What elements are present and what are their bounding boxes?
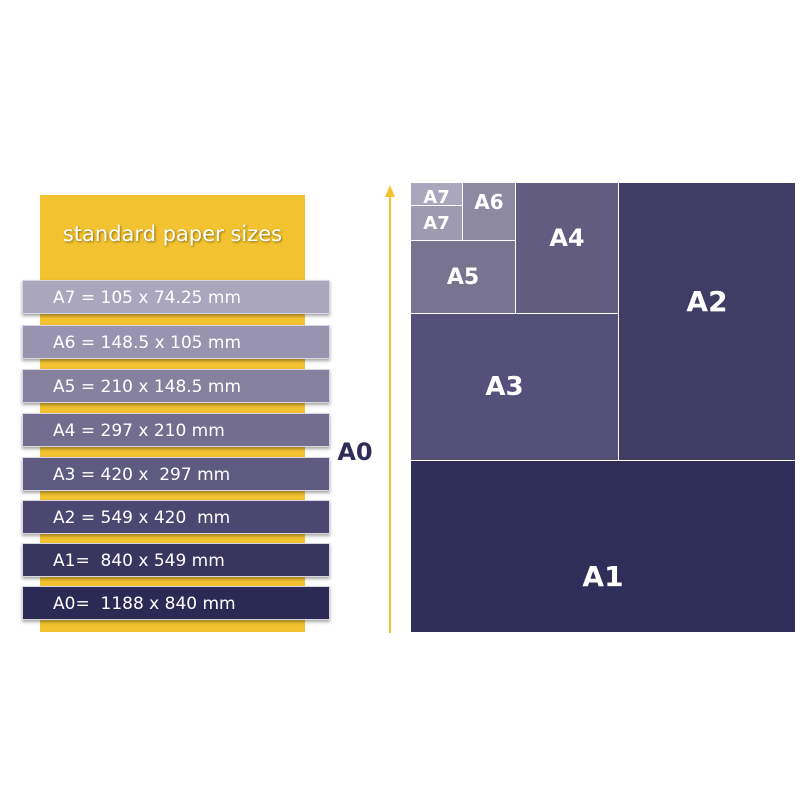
sheet-a5: A5: [410, 240, 516, 314]
sheet-a6: A6: [462, 182, 516, 241]
size-row: A7 = 105 x 74.25 mm: [22, 280, 330, 314]
sheet-a3: A3: [410, 313, 619, 461]
size-row: A3 = 420 x 297 mm: [22, 457, 330, 491]
axis-arrow: [385, 185, 395, 633]
axis-label: A0: [337, 438, 373, 466]
size-row: A6 = 148.5 x 105 mm: [22, 325, 330, 359]
size-row: A5 = 210 x 148.5 mm: [22, 369, 330, 403]
panel-title: standard paper sizes: [62, 222, 283, 246]
sheet-a7-small: A7: [410, 182, 463, 206]
sheet-a4: A4: [515, 182, 619, 314]
size-row: A2 = 549 x 420 mm: [22, 500, 330, 534]
size-row: A1= 840 x 549 mm: [22, 543, 330, 577]
size-row: A0= 1188 x 840 mm: [22, 586, 330, 620]
sheet-a7: A7: [410, 205, 463, 241]
sheet-a2: A2: [618, 182, 796, 461]
sheet-a1: A1: [410, 460, 796, 633]
size-row: A4 = 297 x 210 mm: [22, 413, 330, 447]
arrow-head: [385, 185, 395, 197]
